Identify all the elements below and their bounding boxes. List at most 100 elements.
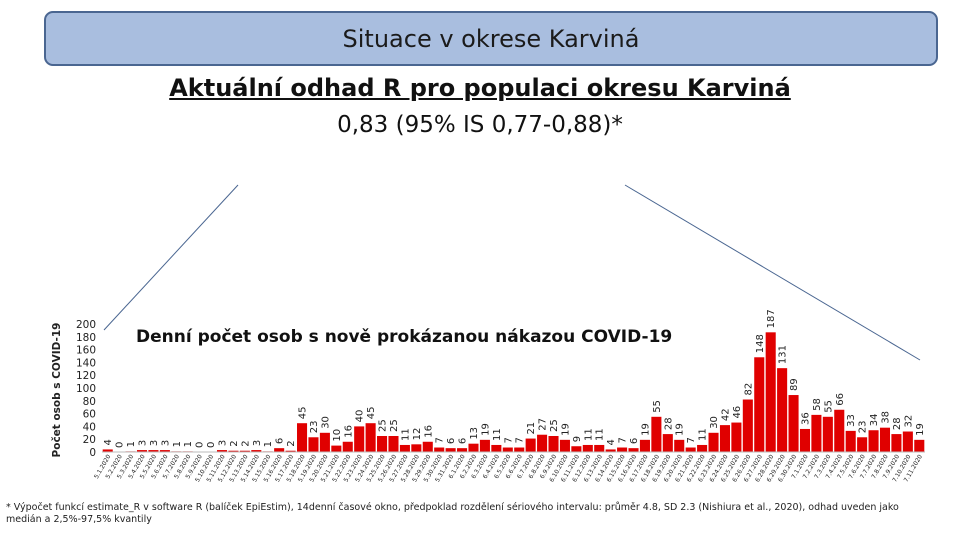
data-label: 3 (149, 440, 160, 446)
data-label: 11 (595, 428, 606, 441)
bar (228, 450, 239, 452)
bar (354, 426, 365, 452)
bar (719, 425, 730, 452)
bar (617, 447, 628, 452)
bar (685, 447, 696, 452)
bar (297, 423, 308, 452)
bar (239, 450, 250, 452)
data-label: 7 (503, 437, 514, 443)
bar (697, 444, 708, 452)
bar (319, 432, 330, 452)
bar (434, 447, 445, 452)
banner-title: Situace v okrese Karviná (342, 24, 640, 53)
bar (731, 422, 742, 452)
y-tick-label: 140 (76, 357, 96, 369)
bar (822, 416, 833, 452)
y-tick-label: 80 (83, 396, 96, 408)
data-label: 3 (218, 440, 229, 446)
data-label: 46 (732, 406, 743, 419)
y-tick-label: 40 (83, 421, 96, 433)
data-label: 11 (583, 428, 594, 441)
bar (628, 448, 639, 452)
data-label: 45 (366, 406, 377, 419)
data-label: 21 (526, 422, 537, 435)
data-label: 2 (240, 440, 251, 446)
bar (537, 434, 548, 452)
bar (708, 432, 719, 452)
data-label: 66 (835, 393, 846, 406)
data-label: 45 (298, 406, 309, 419)
bar (159, 450, 170, 452)
data-label: 11 (492, 428, 503, 441)
data-label: 36 (800, 412, 811, 425)
y-tick-label: 200 (76, 319, 96, 331)
data-label: 34 (869, 414, 880, 427)
data-label: 7 (618, 437, 629, 443)
bar (308, 437, 319, 452)
y-tick-label: 160 (76, 345, 96, 357)
bar (594, 444, 605, 452)
data-label: 16 (343, 425, 354, 438)
data-label: 3 (138, 440, 149, 446)
data-label: 187 (766, 309, 777, 328)
bar (914, 439, 925, 452)
data-label: 32 (903, 415, 914, 428)
data-label: 19 (915, 423, 926, 436)
bar (811, 414, 822, 452)
bar (605, 449, 616, 452)
data-label: 55 (823, 400, 834, 413)
data-label: 1 (183, 441, 194, 447)
data-label: 13 (469, 427, 480, 440)
data-label: 7 (686, 437, 697, 443)
data-label: 33 (846, 414, 857, 427)
y-tick-label: 180 (76, 332, 96, 344)
bar (479, 439, 490, 452)
bar (868, 430, 879, 452)
data-label: 19 (675, 423, 686, 436)
y-tick-label: 20 (83, 434, 96, 446)
data-label: 4 (103, 439, 114, 445)
data-label: 0 (195, 442, 206, 448)
bar (754, 357, 765, 452)
page-title: Aktuální odhad R pro populaci okresu Kar… (169, 74, 791, 102)
bar (742, 399, 753, 452)
data-label: 12 (412, 428, 423, 441)
bar (102, 449, 113, 452)
data-label: 6 (275, 438, 286, 444)
y-axis-label: Počet osob s COVID-19 (51, 323, 63, 458)
bar (777, 368, 788, 452)
bar (514, 447, 525, 452)
bar (331, 445, 342, 452)
header-banner: Situace v okrese Karviná (44, 11, 938, 66)
data-label: 148 (755, 334, 766, 353)
data-label: 2 (286, 440, 297, 446)
bar (891, 434, 902, 452)
data-label: 11 (698, 428, 709, 441)
bar (457, 448, 468, 452)
y-tick-label: 120 (76, 370, 96, 382)
data-label: 1 (172, 441, 183, 447)
data-label: 58 (812, 398, 823, 411)
bar (799, 428, 811, 452)
r-estimate: 0,83 (95% IS 0,77-0,88)* (337, 112, 623, 138)
bar (639, 439, 650, 452)
data-label: 25 (549, 419, 560, 432)
data-label: 23 (858, 421, 869, 434)
data-label: 28 (663, 417, 674, 430)
bar (148, 450, 159, 452)
bar (274, 448, 285, 452)
data-label: 7 (515, 437, 526, 443)
data-label: 10 (332, 429, 343, 442)
data-label: 55 (652, 400, 663, 413)
bar (491, 444, 502, 452)
data-label: 27 (538, 418, 549, 431)
bar (422, 441, 433, 452)
data-label: 7 (435, 437, 446, 443)
data-label: 0 (206, 442, 217, 448)
data-label: 3 (252, 440, 263, 446)
bar (765, 332, 776, 452)
data-label: 19 (560, 423, 571, 436)
data-label: 9 (572, 436, 583, 442)
bar (834, 409, 845, 452)
